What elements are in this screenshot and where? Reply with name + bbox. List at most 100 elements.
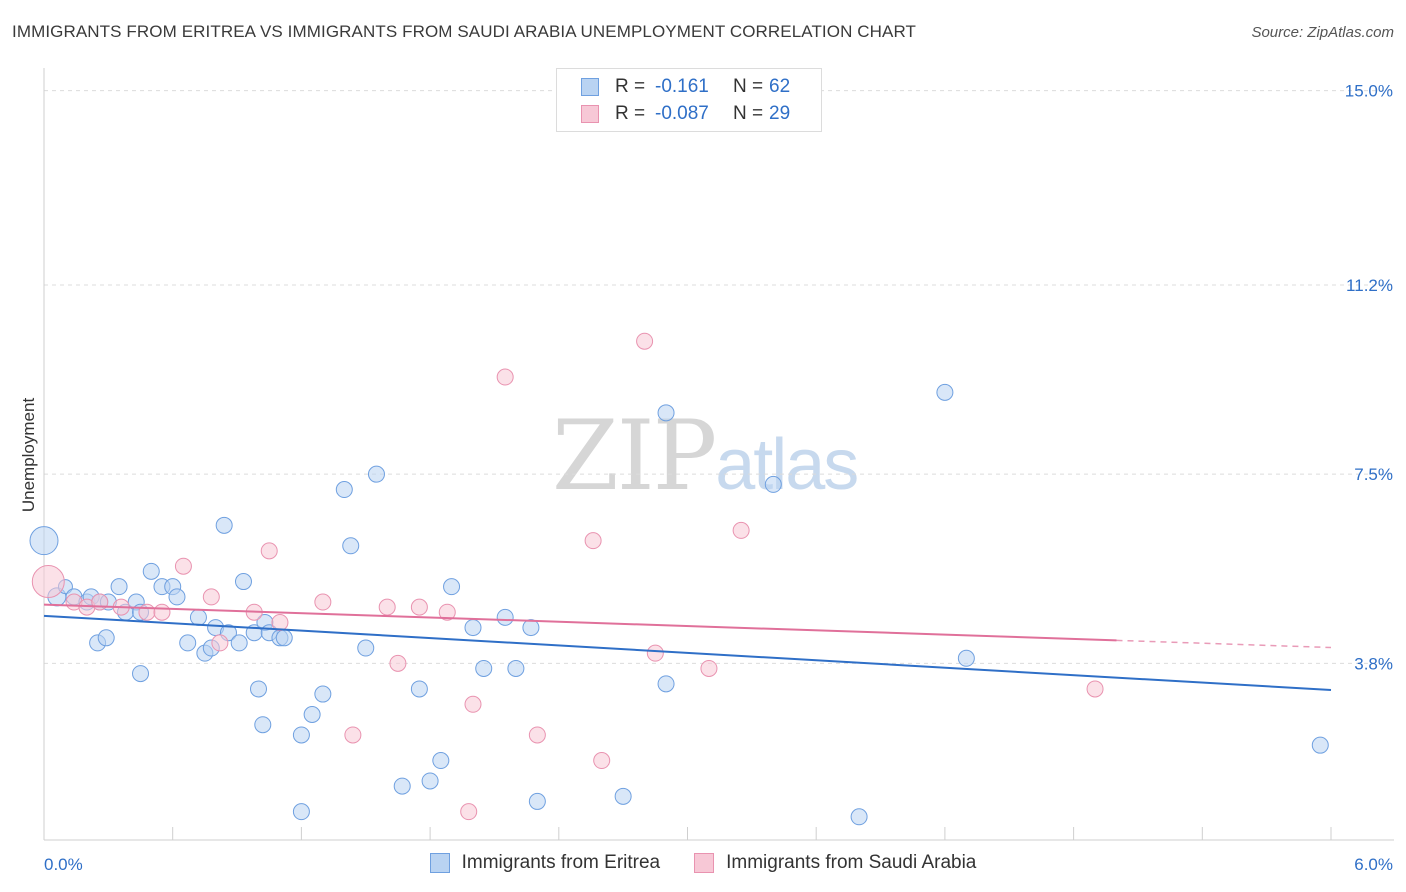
eritrea-point <box>275 629 293 647</box>
y-tick-label: 3.8% <box>1354 654 1393 673</box>
legend-row-eritrea: R = -0.161 N = 62 <box>581 74 790 100</box>
eritrea-point <box>314 685 332 703</box>
source-label: Source: ZipAtlas.com <box>1251 24 1394 41</box>
eritrea-point <box>410 680 428 698</box>
saudi-arabia-point <box>460 803 478 821</box>
eritrea-point <box>110 578 128 596</box>
series-legend: Immigrants from Eritrea Immigrants from … <box>0 852 1406 874</box>
eritrea-point <box>342 537 360 555</box>
eritrea-point <box>475 659 493 677</box>
series-legend-eritrea[interactable]: Immigrants from Eritrea <box>429 852 661 874</box>
saudi-arabia-point <box>636 332 654 350</box>
series-legend-label: Immigrants from Saudi Arabia <box>726 852 977 873</box>
eritrea-point <box>432 752 450 770</box>
eritrea-point <box>614 787 632 805</box>
eritrea-point <box>1311 736 1329 754</box>
eritrea-point <box>496 608 514 626</box>
eritrea-point <box>168 588 186 606</box>
saudi-arabia-point <box>496 368 514 386</box>
saudi-arabia-point <box>31 565 65 599</box>
legend-r-value: -0.087 <box>655 103 709 124</box>
saudi-arabia-point <box>528 726 546 744</box>
legend-r-label: R = <box>615 103 646 124</box>
chart-title: IMMIGRANTS FROM ERITREA VS IMMIGRANTS FR… <box>12 22 917 41</box>
y-tick-label: 7.5% <box>1354 465 1393 484</box>
saudi-arabia-point <box>700 659 718 677</box>
saudi-arabia-point <box>138 603 156 621</box>
trend-lines <box>43 603 1332 691</box>
x-tick-label: 0.0% <box>44 855 83 874</box>
saudi-arabia-point <box>593 752 611 770</box>
eritrea-point <box>179 634 197 652</box>
saudi-arabia-point <box>174 557 192 575</box>
saudi-arabia-point <box>314 593 332 611</box>
eritrea-point <box>234 573 252 591</box>
saudi-arabia-point <box>464 695 482 713</box>
watermark-zip: ZIP <box>552 400 717 512</box>
saudi-arabia-point <box>1086 680 1104 698</box>
eritrea-point <box>29 526 59 556</box>
eritrea-point <box>528 792 546 810</box>
saudi-arabia-point <box>438 603 456 621</box>
eritrea-point <box>142 562 160 580</box>
eritrea-point <box>254 716 272 734</box>
eritrea-point <box>132 665 150 683</box>
saudi-arabia-point <box>153 603 171 621</box>
series-swatch-eritrea <box>429 853 450 873</box>
eritrea-point <box>367 465 385 483</box>
eritrea-point <box>522 619 540 637</box>
saudi-arabia-trend-line <box>43 603 1117 642</box>
series-swatch-saudi-arabia <box>694 853 715 873</box>
saudi-arabia-point <box>260 542 278 560</box>
eritrea-point <box>393 777 411 795</box>
saudi-arabia-point <box>344 726 362 744</box>
eritrea-point <box>764 475 782 493</box>
eritrea-point <box>850 808 868 826</box>
legend-swatch-eritrea <box>581 78 599 96</box>
y-tick-label: 15.0% <box>1345 82 1393 101</box>
eritrea-point <box>335 481 353 499</box>
saudi-arabia-point <box>211 634 229 652</box>
saudi-arabia-point <box>271 613 289 631</box>
eritrea-point <box>936 383 954 401</box>
y-axis-title: Unemployment <box>19 398 38 513</box>
eritrea-point <box>957 649 975 667</box>
saudi-arabia-point <box>410 598 428 616</box>
eritrea-point <box>464 619 482 637</box>
eritrea-point <box>292 726 310 744</box>
eritrea-point <box>230 634 248 652</box>
eritrea-point <box>189 608 207 626</box>
series-legend-label: Immigrants from Eritrea <box>461 852 661 873</box>
saudi-arabia-point <box>732 521 750 539</box>
axis-labels: 3.8% 7.5% 11.2% 15.0% 0.0% 6.0% Unemployment <box>19 82 1393 874</box>
eritrea-point <box>357 639 375 657</box>
correlation-legend: R = -0.161 N = 62 R = -0.087 N = 29 <box>556 68 822 132</box>
eritrea-point <box>303 706 321 724</box>
saudi-arabia-point <box>202 588 220 606</box>
saudi-arabia-point <box>378 598 396 616</box>
eritrea-point <box>421 772 439 790</box>
legend-r-value: -0.161 <box>655 76 709 97</box>
x-tick-label: 6.0% <box>1354 855 1393 874</box>
axes <box>43 68 1394 841</box>
saudi-arabia-point <box>389 654 407 672</box>
series-legend-saudi-arabia[interactable]: Immigrants from Saudi Arabia <box>694 852 976 874</box>
legend-n-label: N = <box>733 76 764 97</box>
eritrea-trend-line <box>43 614 1332 691</box>
legend-n-value: 62 <box>769 76 791 97</box>
legend-row-saudi-arabia: R = -0.087 N = 29 <box>581 101 790 127</box>
eritrea-point <box>215 516 233 534</box>
saudi-arabia-trend-extension <box>1116 639 1332 649</box>
eritrea-point <box>97 629 115 647</box>
eritrea-point <box>657 675 675 693</box>
y-tick-label: 11.2% <box>1346 276 1393 295</box>
eritrea-point <box>250 680 267 698</box>
eritrea-point <box>507 659 525 677</box>
data-points <box>29 332 1329 826</box>
eritrea-point <box>657 404 675 422</box>
legend-n-label: N = <box>733 103 764 124</box>
watermark: ZIPatlas <box>552 400 859 512</box>
saudi-arabia-point <box>646 644 664 662</box>
saudi-arabia-point <box>584 532 602 550</box>
